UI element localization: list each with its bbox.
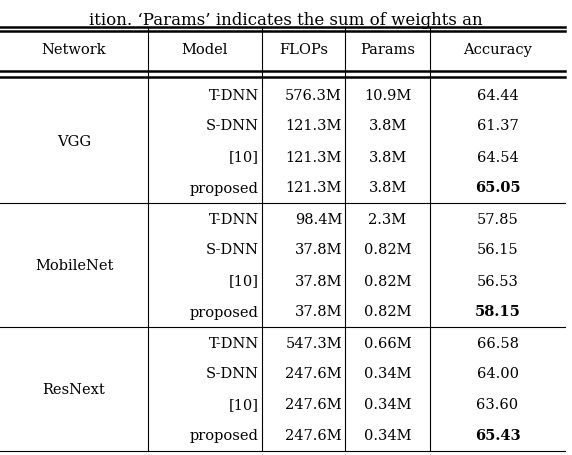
Text: 247.6M: 247.6M (285, 398, 342, 412)
Text: [10]: [10] (229, 398, 259, 412)
Text: 37.8M: 37.8M (295, 243, 342, 257)
Text: [10]: [10] (229, 150, 259, 164)
Text: 64.44: 64.44 (476, 88, 518, 102)
Text: 576.3M: 576.3M (285, 88, 342, 102)
Text: ResNext: ResNext (43, 382, 105, 396)
Text: 64.00: 64.00 (476, 367, 518, 381)
Text: proposed: proposed (190, 181, 259, 195)
Text: VGG: VGG (57, 135, 91, 149)
Text: 61.37: 61.37 (476, 119, 518, 133)
Text: T-DNN: T-DNN (209, 212, 259, 226)
Text: proposed: proposed (190, 429, 259, 443)
Text: 66.58: 66.58 (476, 336, 518, 350)
Text: 65.05: 65.05 (475, 181, 521, 195)
Text: Model: Model (182, 43, 228, 57)
Text: 247.6M: 247.6M (285, 429, 342, 443)
Text: 121.3M: 121.3M (285, 181, 342, 195)
Text: 56.53: 56.53 (476, 274, 518, 288)
Text: 121.3M: 121.3M (285, 150, 342, 164)
Text: 3.8M: 3.8M (368, 119, 407, 133)
Text: S-DNN: S-DNN (206, 119, 259, 133)
Text: FLOPs: FLOPs (279, 43, 328, 57)
Text: 121.3M: 121.3M (285, 119, 342, 133)
Text: Network: Network (42, 43, 106, 57)
Text: 0.82M: 0.82M (364, 274, 411, 288)
Text: 3.8M: 3.8M (368, 150, 407, 164)
Text: 56.15: 56.15 (476, 243, 518, 257)
Text: 0.82M: 0.82M (364, 305, 411, 319)
Text: T-DNN: T-DNN (209, 88, 259, 102)
Text: S-DNN: S-DNN (206, 243, 259, 257)
Text: 37.8M: 37.8M (295, 305, 342, 319)
Text: 0.34M: 0.34M (364, 429, 411, 443)
Text: 0.82M: 0.82M (364, 243, 411, 257)
Text: 98.4M: 98.4M (295, 212, 342, 226)
Text: 3.8M: 3.8M (368, 181, 407, 195)
Text: Params: Params (360, 43, 415, 57)
Text: S-DNN: S-DNN (206, 367, 259, 381)
Text: 0.66M: 0.66M (364, 336, 411, 350)
Text: MobileNet: MobileNet (35, 258, 113, 273)
Text: 65.43: 65.43 (475, 429, 521, 443)
Text: 37.8M: 37.8M (295, 274, 342, 288)
Text: 64.54: 64.54 (476, 150, 518, 164)
Text: 0.34M: 0.34M (364, 367, 411, 381)
Text: 547.3M: 547.3M (285, 336, 342, 350)
Text: 10.9M: 10.9M (364, 88, 411, 102)
Text: [10]: [10] (229, 274, 259, 288)
Text: 58.15: 58.15 (475, 305, 521, 319)
Text: 0.34M: 0.34M (364, 398, 411, 412)
Text: ition. ‘Params’ indicates the sum of weights an: ition. ‘Params’ indicates the sum of wei… (89, 12, 483, 29)
Text: 2.3M: 2.3M (368, 212, 407, 226)
Text: proposed: proposed (190, 305, 259, 319)
Text: Accuracy: Accuracy (463, 43, 532, 57)
Text: T-DNN: T-DNN (209, 336, 259, 350)
Text: 63.60: 63.60 (476, 398, 519, 412)
Text: 247.6M: 247.6M (285, 367, 342, 381)
Text: 57.85: 57.85 (476, 212, 518, 226)
